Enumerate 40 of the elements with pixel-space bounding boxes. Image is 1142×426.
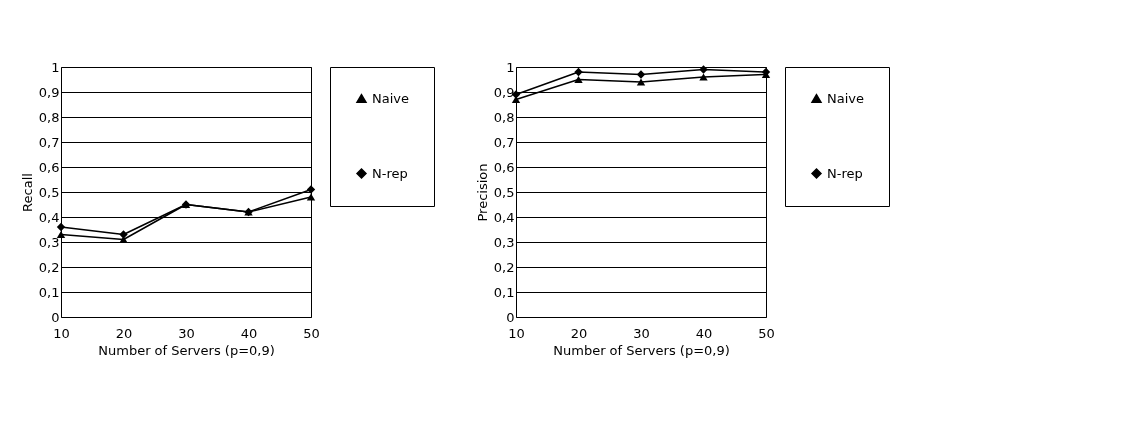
y-tick-label: 0,6 <box>493 159 515 175</box>
x-tick-label: 20 <box>570 325 588 341</box>
legend-label: Naive <box>372 90 409 106</box>
y-tick-label: 0,5 <box>493 184 515 200</box>
y-tick-label: 0,2 <box>38 259 60 275</box>
x-axis-title: Number of Servers (p=0,9) <box>98 342 275 358</box>
legend-label: N-rep <box>372 165 408 181</box>
y-tick-label: 0,6 <box>38 159 60 175</box>
y-tick-label: 0,1 <box>38 284 60 300</box>
y-tick-label: 0,8 <box>493 109 515 125</box>
y-tick-label: 0,7 <box>493 134 515 150</box>
legend-label: Naive <box>827 90 864 106</box>
y-tick-label: 0,9 <box>493 84 515 100</box>
y-tick-label: 0,1 <box>493 284 515 300</box>
y-tick-label: 0,4 <box>493 209 515 225</box>
y-tick-label: 1 <box>506 59 515 75</box>
x-tick-label: 30 <box>633 325 650 341</box>
y-tick-label: 0,9 <box>38 84 60 100</box>
y-tick-label: 0,3 <box>38 234 60 250</box>
legend-label: N-rep <box>827 165 863 181</box>
x-tick-label: 20 <box>115 325 133 341</box>
y-axis-title: Precision <box>474 163 490 222</box>
x-tick-label: 50 <box>758 325 775 341</box>
y-tick-label: 0,8 <box>38 109 60 125</box>
x-tick-label: 50 <box>303 325 320 341</box>
x-tick-label: 40 <box>240 325 258 341</box>
x-tick-label: 10 <box>53 325 70 341</box>
y-axis-title: Recall <box>19 173 35 212</box>
y-tick-label: 0,5 <box>38 184 60 200</box>
x-axis-title: Number of Servers (p=0,9) <box>553 342 730 358</box>
y-tick-label: 0,7 <box>38 134 60 150</box>
y-tick-label: 1 <box>51 59 60 75</box>
y-tick-label: 0 <box>51 309 60 325</box>
y-tick-label: 0 <box>506 309 515 325</box>
y-tick-label: 0,2 <box>493 259 515 275</box>
y-tick-label: 0,4 <box>38 209 60 225</box>
x-tick-label: 40 <box>695 325 713 341</box>
y-tick-label: 0,3 <box>493 234 515 250</box>
x-tick-label: 30 <box>178 325 195 341</box>
x-tick-label: 10 <box>508 325 525 341</box>
